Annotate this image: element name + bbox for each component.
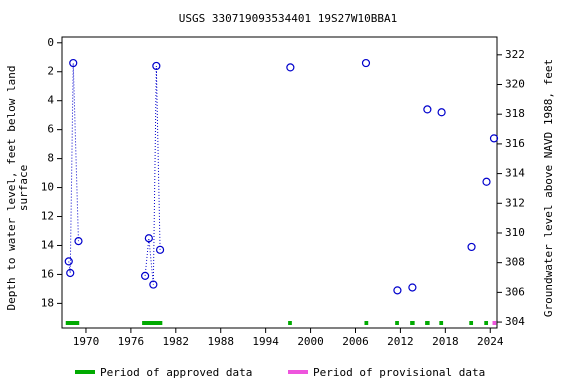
y-tick-label: 8	[47, 152, 54, 165]
data-point	[361, 58, 371, 68]
data-point	[66, 268, 75, 278]
x-tick-label: 1970	[73, 335, 100, 348]
data-point	[64, 257, 73, 266]
period-bar	[439, 321, 444, 325]
y2-tick-label: 320	[505, 78, 525, 91]
y2-tick-label: 316	[505, 137, 525, 150]
period-bar	[492, 321, 497, 325]
plot-frame	[61, 36, 498, 329]
data-point	[144, 234, 153, 243]
data-point	[393, 286, 402, 295]
y-axis-label: surface	[17, 165, 30, 211]
period-bar	[410, 321, 415, 325]
y2-tick-label: 312	[505, 196, 525, 209]
y-tick-label: 12	[41, 210, 54, 223]
x-tick-label: 2012	[387, 335, 414, 348]
y-tick-label: 14	[41, 238, 55, 251]
y2-tick-label: 308	[505, 256, 525, 269]
y2-tick-label: 322	[505, 48, 525, 61]
x-tick-label: 1994	[252, 335, 279, 348]
legend-label: Period of provisional data	[313, 366, 485, 379]
y-tick-label: 6	[47, 123, 54, 136]
y-tick-label: 0	[47, 36, 54, 49]
data-point	[141, 271, 150, 280]
period-bar	[65, 321, 80, 325]
period-bar	[484, 321, 489, 325]
data-point	[286, 63, 295, 72]
y-tick-label: 18	[41, 296, 54, 309]
x-tick-label: 2024	[477, 335, 504, 348]
data-point	[69, 58, 78, 68]
period-bar	[425, 321, 430, 325]
x-tick-label: 1988	[207, 335, 234, 348]
data-line	[69, 63, 494, 285]
y-tick-label: 4	[47, 94, 54, 107]
y2-tick-label: 310	[505, 226, 525, 239]
x-tick-label: 1982	[163, 335, 190, 348]
y2-tick-label: 306	[505, 285, 525, 298]
y-axis-label: Depth to water level, feet below land	[5, 65, 18, 310]
x-tick-label: 1976	[118, 335, 145, 348]
data-point	[408, 283, 417, 292]
data-point	[155, 245, 165, 254]
x-tick-label: 2000	[297, 335, 324, 348]
period-bar	[364, 321, 369, 325]
y-tick-label: 16	[41, 267, 54, 280]
y2-axis-label: Groundwater level above NAVD 1988, feet	[542, 59, 555, 317]
data-point	[489, 134, 499, 143]
data-point	[467, 242, 476, 252]
data-point	[423, 105, 432, 114]
x-tick-label: 2006	[342, 335, 369, 348]
x-tick-label: 2018	[432, 335, 459, 348]
period-bar	[395, 321, 399, 325]
data-point	[437, 108, 446, 117]
period-bar	[469, 321, 474, 325]
period-bar	[288, 321, 292, 325]
legend-label: Period of approved data	[100, 366, 252, 379]
chart-title: USGS 330719093534401 19S27W10BBA1	[179, 12, 398, 25]
period-bar	[142, 321, 163, 325]
y2-tick-label: 304	[505, 315, 525, 328]
data-point	[74, 237, 83, 246]
data-point	[152, 61, 161, 71]
y2-tick-label: 314	[505, 167, 525, 180]
data-point	[149, 280, 158, 289]
data-point	[482, 177, 491, 186]
y-tick-label: 2	[47, 65, 54, 78]
y-tick-label: 10	[41, 181, 54, 194]
y2-tick-label: 318	[505, 107, 525, 120]
